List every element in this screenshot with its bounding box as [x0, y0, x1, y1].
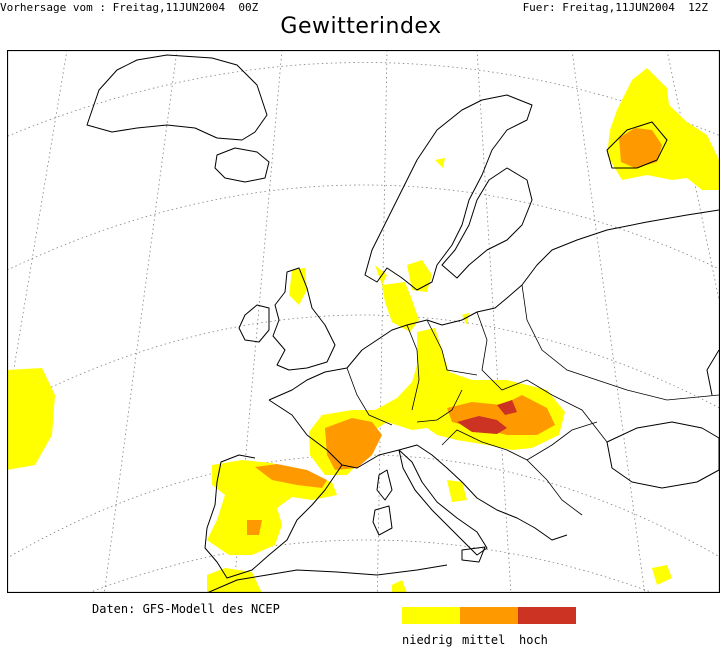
legend: niedrig mittel hoch [402, 607, 582, 647]
map-title: Gewitterindex [280, 14, 442, 39]
map-frame [7, 50, 720, 593]
legend-swatch-low [402, 607, 460, 624]
index-low-areas [7, 68, 719, 593]
legend-swatch-high [518, 607, 576, 624]
legend-swatch-medium [460, 607, 518, 624]
valid-time-label: Fuer: Freitag,11JUN2004 12Z [522, 1, 708, 14]
legend-label-medium: mittel [462, 633, 506, 647]
coastlines [86, 54, 720, 593]
index-high-areas [457, 400, 517, 434]
data-credit: Daten: GFS-Modell des NCEP [92, 602, 280, 616]
index-medium-areas [247, 128, 662, 535]
legend-label-high: hoch [519, 633, 548, 647]
europe-thunderstorm-map [7, 50, 720, 593]
borders [346, 284, 720, 516]
forecast-run-label: Vorhersage vom : Freitag,11JUN2004 00Z [0, 1, 259, 14]
legend-label-low: niedrig [402, 633, 453, 647]
